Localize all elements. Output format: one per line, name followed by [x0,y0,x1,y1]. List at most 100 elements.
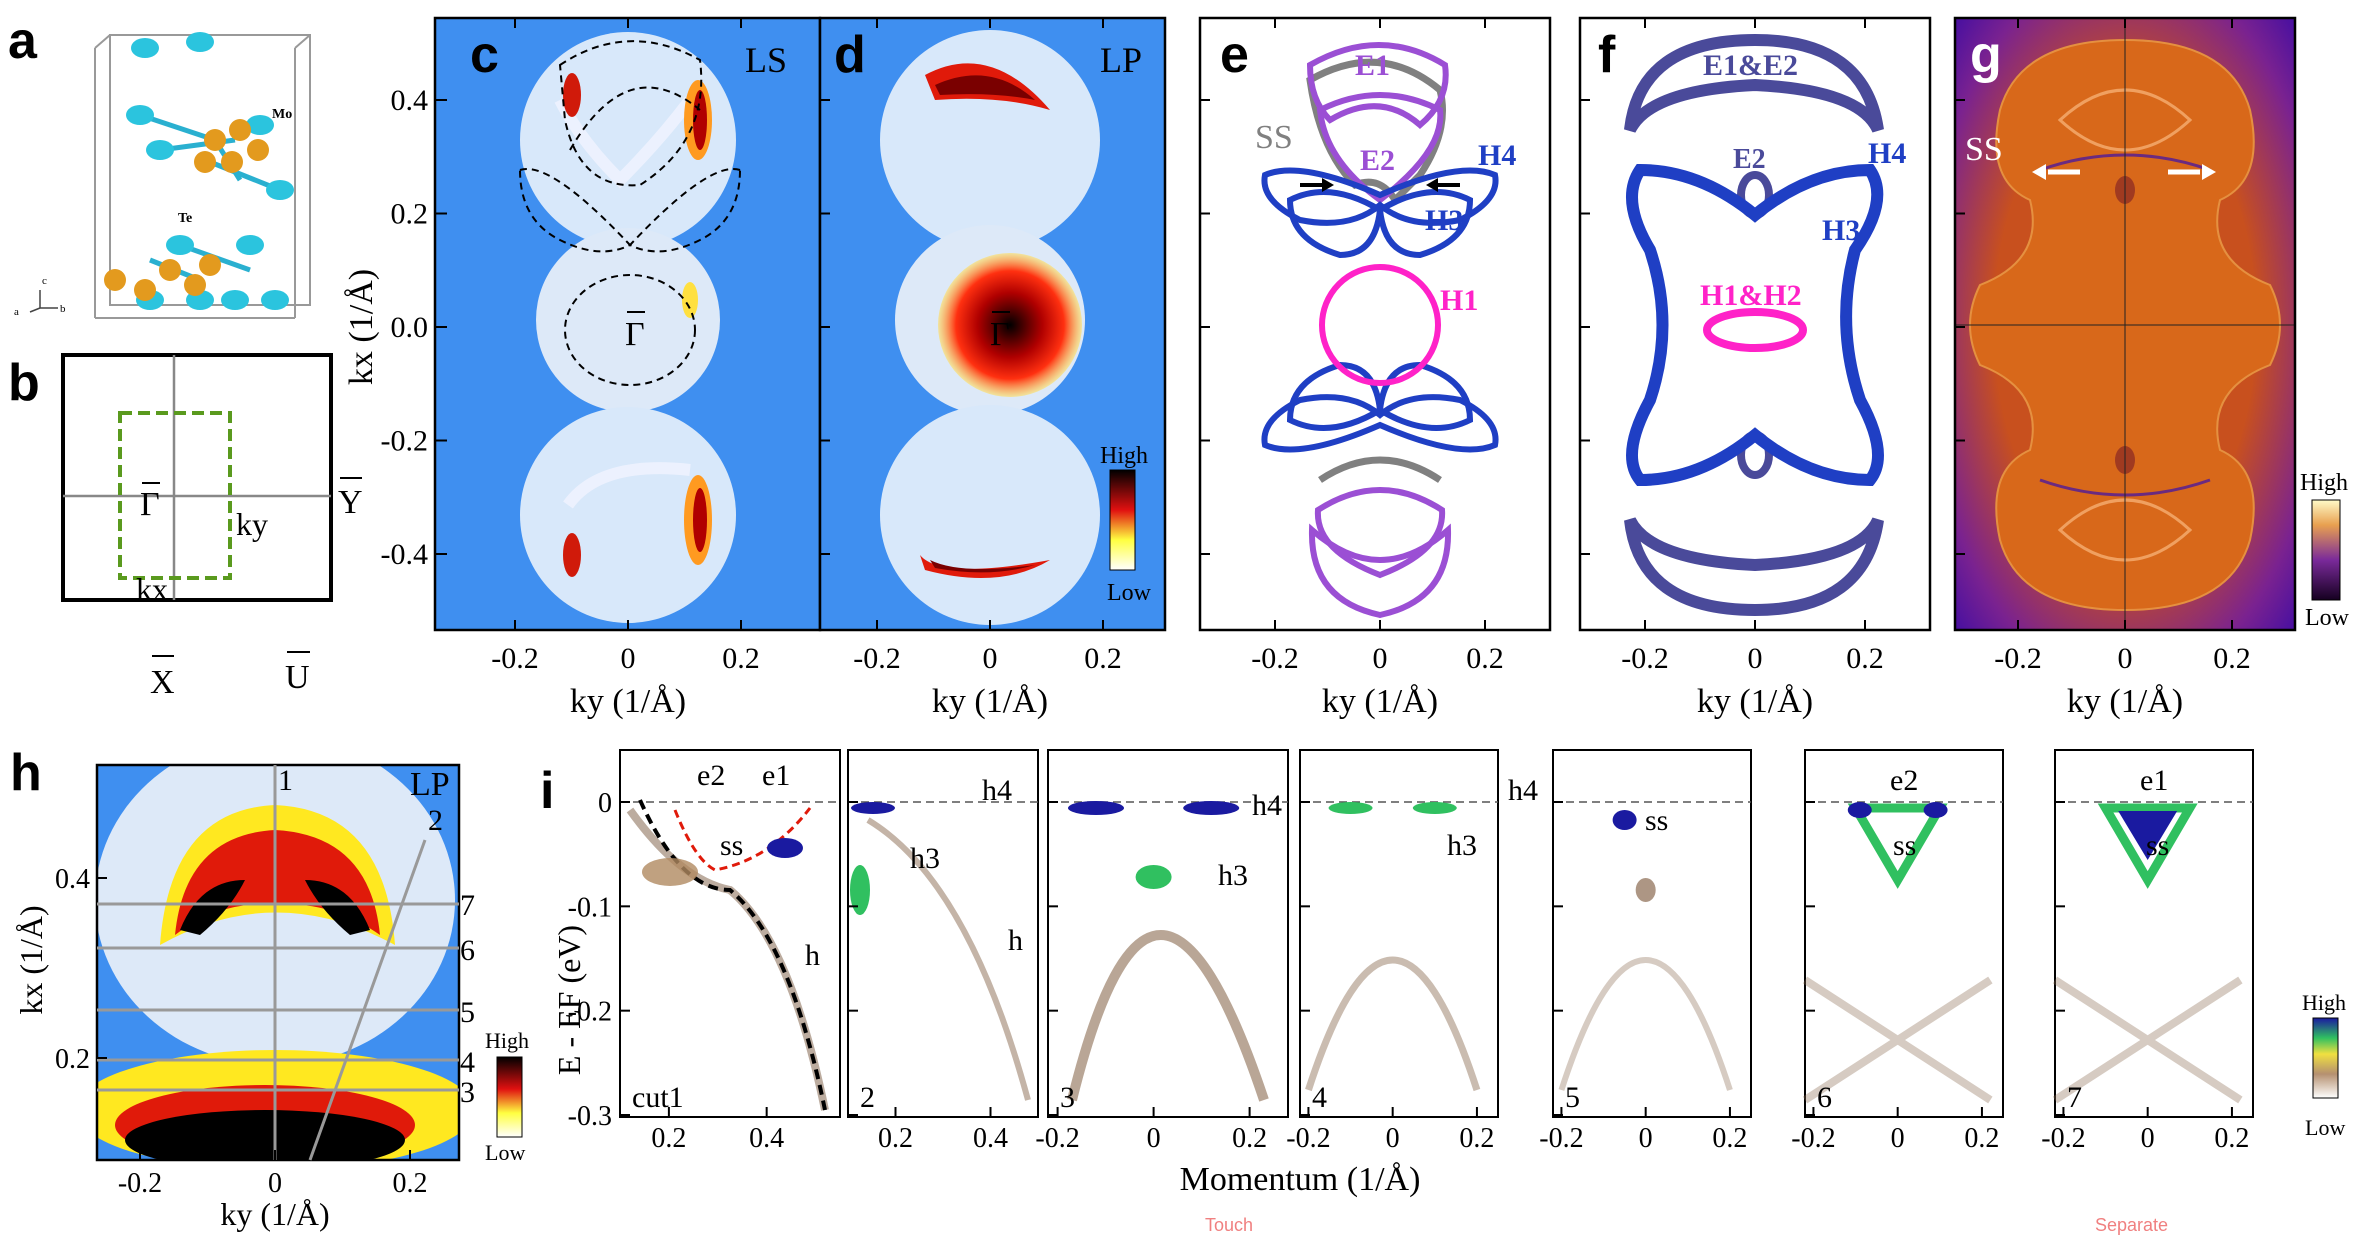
band-label-e1: e1 [2140,764,2168,797]
x-tick-label: -0.2 [1791,1123,1835,1154]
dashed-contours-c [518,40,742,386]
i-xlabel: Momentum (1/Å) [1180,1161,1421,1198]
band-label-h3: h3 [1218,859,1248,892]
cb-low-g: Low [2305,605,2350,631]
cut-num-3: 3 [460,1076,475,1109]
band-label-e1: e1 [762,759,790,792]
band-label-h3: h3 [910,842,940,875]
cut-num-2: 2 [428,804,443,837]
label-gamma-b: Γ [140,486,160,523]
band-label-e2: e2 [1890,764,1918,797]
label-ss-g: SS [1965,131,2003,168]
spectral-blob [1135,865,1172,889]
x-tick-label: -0.2 [1539,1123,1583,1154]
spectral-blob [1635,878,1656,902]
i-frame [1552,749,1752,1118]
panel-letter-f: f [1598,26,1616,84]
spectral-hotspot [1847,802,1872,818]
label-e2-e: E2 [1360,144,1395,177]
x-tick-label: 0 [983,642,998,675]
cb-low-i: Low [2305,1115,2345,1140]
cb-high-i: High [2302,990,2346,1015]
panel-letter-b: b [8,354,40,412]
y-tick-label: 0.4 [391,84,429,117]
x-tick-label: -0.2 [1035,1123,1079,1154]
label-x: X [150,664,175,701]
band-dashed-black [638,799,827,1111]
i-subpanel: -0.2 0 0.2 3 h4 h3 [1035,749,1289,1154]
x-tick-label: 0 [1748,642,1763,675]
x-tick-label: 0.2 [651,1123,686,1154]
x-tick-label: -0.2 [1286,1123,1330,1154]
label-kx-b: kx [136,571,168,607]
x-tick-label: -0.2 [1621,642,1669,675]
cut-num-5: 5 [460,996,475,1029]
y-tick-label: -0.3 [568,1101,612,1132]
y-tick-label: -0.4 [381,538,429,571]
label-h1h2-f: H1&H2 [1700,279,1802,312]
x-tick-label: -0.2 [1994,642,2042,675]
band-label-h4: h4 [1252,789,1282,822]
panel-h: h LP 1 2 7 6 5 4 3 High Low [10,744,529,1165]
band-label-h3: h3 [1447,829,1477,862]
x-axis-label: ky (1/Å) [570,683,686,720]
band-triangle [1847,803,1948,889]
label-y: Y [338,484,363,521]
spectral-blob [850,865,870,915]
band-label-ss: ss [1645,804,1668,837]
h-axes: -0.2 0 0.2 0.4 0.2 ky (1/Å) kx (1/Å) [13,864,428,1232]
x-tick-label: 0.2 [878,1123,913,1154]
panel-letter-h: h [10,744,42,802]
i-subpanel: 0.2 0.4 0 -0.1 -0.2 -0.3 cut1 e2 e1 ss h [568,749,841,1154]
te-atoms [126,32,294,310]
i-subpanel: 0.2 0.4 2 h4 h3 h [847,749,1039,1154]
x-tick-label: -0.2 [853,642,901,675]
x-tick-label: -0.2 [491,642,539,675]
x-tick-label: 0 [2141,1123,2155,1154]
band-label-e2: e2 [697,759,725,792]
x-tick-label: 0 [1147,1123,1161,1154]
cb-high-g: High [2300,470,2348,496]
x-tick-label: 0.2 [1846,642,1884,675]
x-axis-label: ky (1/Å) [1697,683,1813,720]
i-subpanel: -0.2 0 0.2 7 e1 ss [2041,749,2254,1154]
panel-letter-d: d [834,26,866,84]
i-subpanel: -0.2 0 0.2 4 h4 h3 [1286,749,1538,1154]
top-axes: -0.2 0 0.2 ky (1/Å) -0.2 0 0.2 ky (1/Å) -0.2 0 0.2… [343,18,2251,720]
i-ylabel: E - EF (eV) [551,925,587,1075]
spectral-blob [642,858,698,886]
band-x [2052,976,2243,1104]
cut-number: cut1 [632,1081,684,1114]
band-label-ss: ss [1893,829,1916,862]
x-tick-label: 0.2 [1459,1123,1494,1154]
tag-lp-h: LP [410,766,450,803]
y-tick-label: 0.2 [55,1044,90,1075]
panel-i: i E - EF (eV) Momentum (1/Å) High Low [540,762,2346,1198]
y-tick-label: 0 [598,788,612,819]
panel-e: e E1 E2 SS H4 H3 H1 [1198,16,1552,632]
panel-letter-c: c [470,26,499,84]
label-h4-e: H4 [1478,139,1516,172]
band-h3 [1305,956,1481,1092]
band-label-h4: h4 [982,774,1012,807]
spectral-blob [1328,802,1373,814]
label-h3-f: H3 [1822,214,1860,247]
label-gamma-d: Γ [990,316,1010,353]
label-u: U [285,659,310,696]
x-tick-label: 0.2 [2214,1123,2249,1154]
panel-g: g SS High Low [1953,16,2350,632]
x-tick-label: 0 [268,1168,282,1199]
x-tick-label: 0.2 [1712,1123,1747,1154]
cut-number: 7 [2067,1081,2082,1114]
x-tick-label: -0.2 [1251,642,1299,675]
axis-triad [29,290,58,313]
cut-number: 3 [1060,1081,1075,1114]
spectral-hotspot [851,802,895,814]
label-h3-e: H3 [1425,204,1463,237]
x-tick-label: 0 [1386,1123,1400,1154]
y-tick-label: -0.2 [568,997,612,1028]
i-frame [619,749,841,1118]
x-tick-label: 0.4 [973,1123,1008,1154]
